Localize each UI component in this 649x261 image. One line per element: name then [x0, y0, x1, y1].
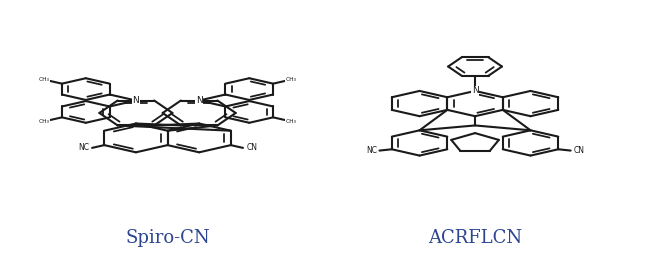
- Text: Spiro-CN: Spiro-CN: [125, 229, 210, 247]
- Text: NC: NC: [366, 146, 377, 155]
- Text: CN: CN: [246, 143, 257, 152]
- Text: CH₃: CH₃: [286, 77, 297, 82]
- Text: CH₃: CH₃: [286, 119, 297, 124]
- Text: CN: CN: [573, 146, 584, 155]
- Text: CH₃: CH₃: [38, 119, 49, 124]
- Text: N: N: [132, 96, 140, 105]
- Text: NC: NC: [78, 143, 89, 152]
- Text: ACRFLCN: ACRFLCN: [428, 229, 522, 247]
- Text: N: N: [196, 96, 202, 105]
- Text: CH₃: CH₃: [38, 77, 49, 82]
- Text: N: N: [472, 86, 478, 96]
